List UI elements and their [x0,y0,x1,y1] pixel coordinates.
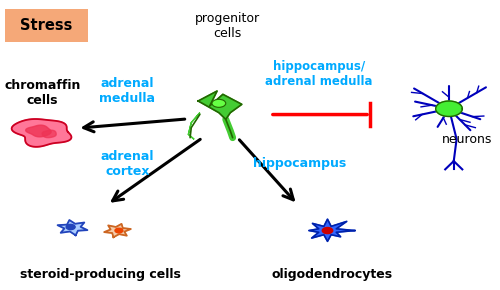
Circle shape [115,228,123,233]
Polygon shape [104,224,131,237]
Polygon shape [26,125,51,137]
Polygon shape [436,101,462,117]
Polygon shape [58,220,88,235]
Text: Stress: Stress [20,18,72,33]
Text: hippocampus: hippocampus [254,157,346,170]
Text: hippocampus/
adrenal medulla: hippocampus/ adrenal medulla [265,60,373,88]
Text: chromaffin
cells: chromaffin cells [4,79,80,107]
Text: adrenal
medulla: adrenal medulla [100,77,156,105]
Polygon shape [12,119,72,147]
Polygon shape [198,91,242,119]
Polygon shape [188,113,200,139]
Circle shape [322,228,332,233]
Circle shape [66,224,75,230]
Text: adrenal
cortex: adrenal cortex [101,150,154,178]
Circle shape [212,99,226,107]
Text: oligodendrocytes: oligodendrocytes [272,268,393,280]
FancyBboxPatch shape [5,9,87,42]
Polygon shape [42,130,56,138]
Text: steroid-producing cells: steroid-producing cells [20,268,180,280]
Text: progenitor
cells: progenitor cells [195,12,260,40]
Text: neurons: neurons [442,133,492,146]
Polygon shape [309,219,354,241]
